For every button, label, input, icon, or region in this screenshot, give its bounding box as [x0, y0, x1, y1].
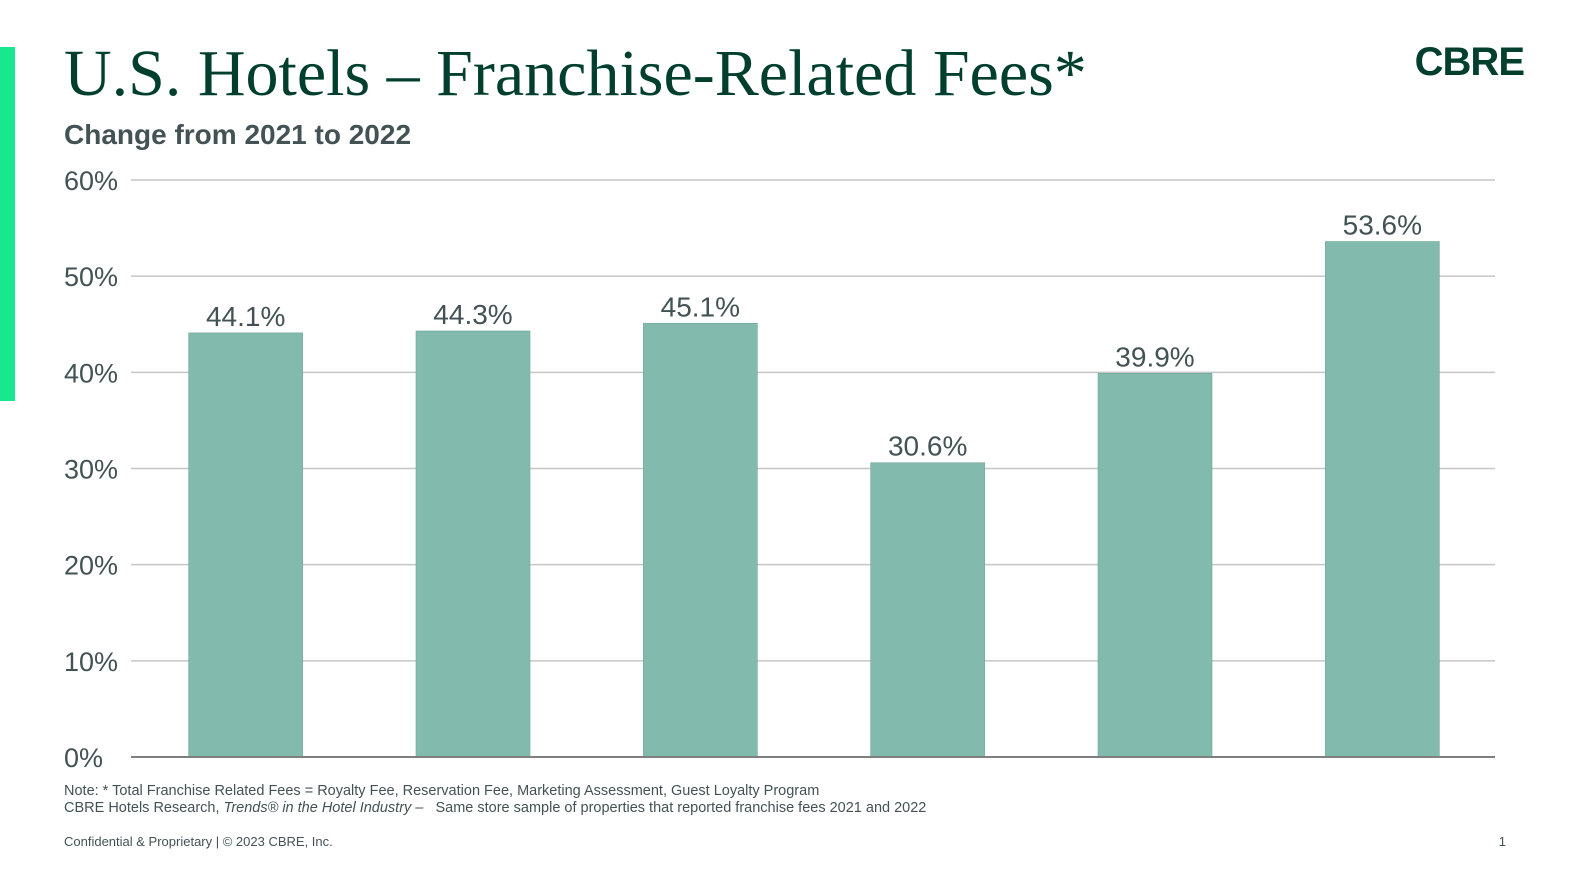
- data-label: 44.1%: [206, 301, 285, 332]
- bar: [415, 330, 531, 758]
- bar-chart: 0% 10% 20% 30% 40% 50% 60% 44.1% 44.3% 45.1% 30.6…: [64, 166, 1495, 773]
- bar: [1097, 372, 1213, 758]
- chart-subtitle: Change from 2021 to 2022: [64, 119, 412, 150]
- note-publication: Trends® in the Hotel Industry –: [223, 800, 424, 816]
- bar: [643, 322, 758, 758]
- data-label: 53.6%: [1343, 210, 1422, 241]
- bar: [1325, 241, 1440, 758]
- y-tick-label: 60%: [64, 166, 118, 196]
- y-tick-label: 50%: [64, 262, 118, 292]
- note-line-2: CBRE Hotels Research, Trends® in the Hot…: [64, 800, 926, 817]
- chart-note: Note: * Total Franchise Related Fees = R…: [64, 783, 926, 817]
- bar: [870, 462, 985, 758]
- y-tick-label: 10%: [64, 647, 118, 677]
- data-label: 44.3%: [433, 299, 512, 330]
- page-number: 1: [1498, 834, 1506, 849]
- footer-copyright: Confidential & Proprietary | © 2023 CBRE…: [64, 834, 333, 849]
- y-tick-label: 20%: [64, 551, 118, 581]
- y-axis-tick-labels: 0% 10% 20% 30% 40% 50% 60%: [64, 166, 118, 773]
- note-source: CBRE Hotels Research,: [64, 800, 224, 816]
- accent-bar: [0, 47, 15, 401]
- bar: [188, 332, 303, 758]
- grid-lines: [131, 179, 1495, 662]
- y-tick-label: 40%: [64, 358, 118, 388]
- note-line-1: Note: * Total Franchise Related Fees = R…: [64, 783, 820, 799]
- cbre-logo: CBRE: [1414, 40, 1525, 84]
- y-tick-label: 0%: [64, 743, 103, 773]
- data-label: 39.9%: [1115, 341, 1194, 372]
- bars: [188, 241, 1440, 758]
- data-label: 45.1%: [661, 291, 740, 322]
- page-title: U.S. Hotels – Franchise-Related Fees*: [64, 37, 1087, 110]
- y-tick-label: 30%: [64, 455, 118, 485]
- note-sample: Same store sample of properties that rep…: [423, 800, 927, 816]
- data-label: 30.6%: [888, 431, 967, 462]
- data-labels: 44.1% 44.3% 45.1% 30.6% 39.9% 53.6%: [206, 210, 1422, 462]
